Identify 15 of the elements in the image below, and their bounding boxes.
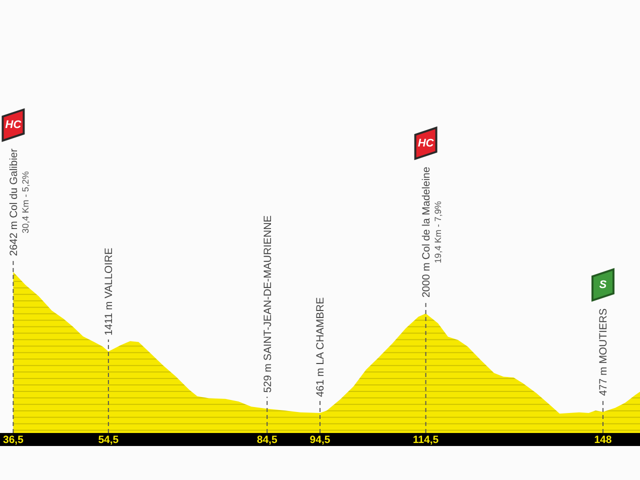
annotation: 1411 m VALLOIRE	[103, 248, 116, 336]
annotation: 461 m LA CHAMBRE	[314, 297, 327, 398]
x-tick-label: 54,5	[98, 434, 119, 446]
text: HC	[5, 119, 22, 132]
x-tick-label: 84,5	[256, 434, 278, 446]
annotation: 2000 m Col de la Madeleine 19,4 Km - 7,9%	[420, 166, 443, 298]
text: HC	[418, 137, 435, 150]
x-tick-label: 94,5	[310, 434, 330, 446]
annotation: S	[599, 278, 608, 291]
x-tick-label: 148	[594, 434, 612, 446]
annotation: 529 m SAINT-JEAN-DE-MAURIENNE	[262, 215, 274, 393]
annotation: 477 m MOUTIERS	[598, 308, 610, 396]
annotation: 2642 m Col du Galibier 30,4 Km - 5,2%	[8, 148, 30, 256]
x-tick-label: 36,5	[3, 434, 24, 446]
x-tick-label: 114,5	[412, 434, 439, 446]
